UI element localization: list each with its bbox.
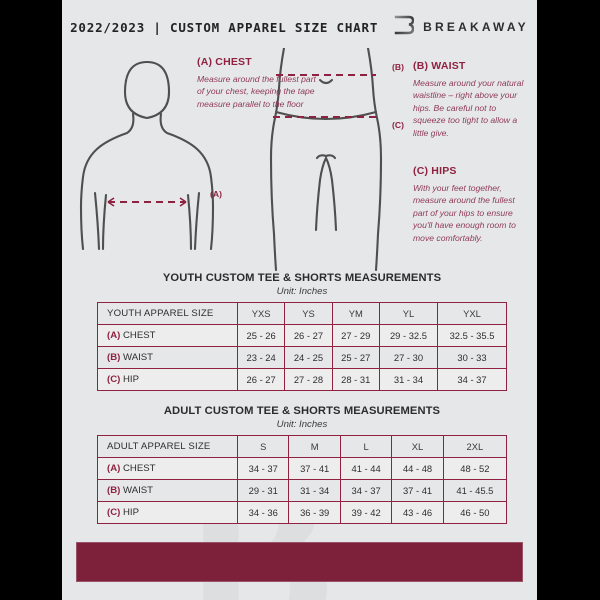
- measurement-cell: 27 - 30: [378, 346, 439, 369]
- measurement-cell: 43 - 46: [391, 501, 444, 524]
- row-label: (A) CHEST: [97, 324, 238, 347]
- measurement-cell: 34 - 37: [437, 368, 507, 391]
- hips-marker-label: (C): [392, 120, 404, 130]
- measurement-cell: 25 - 26: [236, 324, 286, 347]
- chest-measure-line: [107, 197, 187, 207]
- measurement-cell: 23 - 24: [236, 346, 286, 369]
- bottom-banner: [76, 542, 523, 582]
- measurement-cell: 37 - 41: [391, 479, 444, 502]
- measurement-cell: 29 - 31: [236, 479, 290, 502]
- row-label: (C) HIP: [97, 501, 238, 524]
- measurement-cell: 32.5 - 35.5: [437, 324, 507, 347]
- row-label: (B) WAIST: [97, 479, 238, 502]
- row-marker: (A): [107, 330, 121, 341]
- row-marker: (A): [107, 463, 121, 474]
- measurement-cell: 34 - 37: [339, 479, 393, 502]
- measurement-cell: 26 - 27: [284, 324, 333, 347]
- waist-note: (B) WAIST Measure around your natural wa…: [413, 60, 529, 139]
- waist-note-body: Measure around your natural waistline – …: [413, 78, 524, 138]
- youth-size-table: YOUTH APPAREL SIZE YXS YS YM YL YXL (A) CHEST 2…: [97, 302, 507, 391]
- row-label: (C) HIP: [97, 368, 238, 391]
- body-figures-illustration: [79, 48, 383, 272]
- table-header-cell: M: [288, 435, 341, 458]
- measurement-cell: 25 - 27: [331, 346, 380, 369]
- measurement-cell: 46 - 50: [442, 501, 508, 524]
- breakaway-b-monogram-icon: [392, 14, 415, 40]
- measurement-cell: 29 - 32.5: [378, 324, 439, 347]
- hips-note-body: With your feet together, measure around …: [413, 183, 516, 243]
- row-label: (B) WAIST: [97, 346, 238, 369]
- measurement-cell: 34 - 36: [236, 501, 290, 524]
- table-header-row: ADULT APPAREL SIZE S M L XL 2XL: [97, 435, 508, 458]
- table-header-size-label: YOUTH APPAREL SIZE: [97, 302, 238, 325]
- measurement-cell: 36 - 39: [288, 501, 341, 524]
- table-row: (B) WAIST 29 - 31 31 - 34 34 - 37 37 - 41 41 …: [97, 479, 508, 502]
- size-chart-page: B 2022/2023 | CUSTOM APPAREL SIZE CHART: [62, 0, 537, 600]
- brand-lockup: BREAKAWAY: [392, 14, 529, 40]
- adult-size-table: ADULT APPAREL SIZE S M L XL 2XL (A) CHEST 34 - …: [97, 435, 508, 524]
- adult-table-block: ADULT CUSTOM TEE & SHORTS MEASUREMENTS U…: [97, 405, 508, 524]
- table-header-cell: 2XL: [442, 435, 508, 458]
- measurement-cell: 34 - 37: [236, 457, 290, 480]
- hips-note: (C) HIPS With your feet together, measur…: [413, 165, 529, 244]
- table-header-row: YOUTH APPAREL SIZE YXS YS YM YL YXL: [97, 302, 507, 325]
- row-label: (A) CHEST: [97, 457, 238, 480]
- adult-table-unit: Unit: Inches: [276, 419, 328, 430]
- row-marker: (C): [107, 507, 121, 518]
- table-row: (B) WAIST 23 - 24 24 - 25 25 - 27 27 - 30 30 …: [97, 346, 507, 369]
- table-header-cell: YXL: [437, 302, 507, 325]
- table-row: (C) HIP 26 - 27 27 - 28 28 - 31 31 - 34 34 - …: [97, 368, 507, 391]
- chest-note-body: Measure around the fullest part of your …: [197, 74, 316, 109]
- table-header-cell: YL: [378, 302, 439, 325]
- chest-marker-label: (A): [210, 189, 222, 199]
- measurement-diagram: (A) (B) (C) (A) CHEST Measure around the…: [62, 48, 537, 274]
- youth-table-unit: Unit: Inches: [276, 286, 328, 297]
- measurement-cell: 39 - 42: [339, 501, 393, 524]
- table-header-cell: YM: [331, 302, 380, 325]
- row-marker: (B): [107, 352, 121, 363]
- measurement-cell: 31 - 34: [288, 479, 341, 502]
- table-row: (A) CHEST 25 - 26 26 - 27 27 - 29 29 - 32.5 3…: [97, 324, 507, 347]
- table-header-size-label: ADULT APPAREL SIZE: [97, 435, 238, 458]
- row-marker: (B): [107, 485, 121, 496]
- waist-marker-label: (B): [392, 62, 404, 72]
- measurement-cell: 37 - 41: [288, 457, 341, 480]
- measurement-cell: 24 - 25: [284, 346, 333, 369]
- measurement-cell: 31 - 34: [378, 368, 439, 391]
- waist-note-title: (B) WAIST: [413, 60, 466, 72]
- table-header-cell: XL: [391, 435, 444, 458]
- measurement-cell: 30 - 33: [437, 346, 507, 369]
- table-header-cell: S: [236, 435, 290, 458]
- chest-note-title: (A) CHEST: [197, 56, 252, 68]
- measurement-cell: 44 - 48: [391, 457, 444, 480]
- measurement-cell: 41 - 45.5: [442, 479, 508, 502]
- measurement-cell: 41 - 44: [339, 457, 393, 480]
- brand-name: BREAKAWAY: [423, 20, 529, 34]
- table-header-cell: YXS: [236, 302, 286, 325]
- youth-table-block: YOUTH CUSTOM TEE & SHORTS MEASUREMENTS U…: [97, 272, 507, 391]
- hips-note-title: (C) HIPS: [413, 165, 457, 177]
- row-marker: (C): [107, 374, 121, 385]
- measurement-cell: 27 - 29: [331, 324, 380, 347]
- measurement-cell: 28 - 31: [331, 368, 380, 391]
- table-header-cell: L: [339, 435, 393, 458]
- adult-table-title: ADULT CUSTOM TEE & SHORTS MEASUREMENTS: [163, 405, 441, 417]
- page-header: 2022/2023 | CUSTOM APPAREL SIZE CHART: [62, 14, 537, 40]
- youth-table-title: YOUTH CUSTOM TEE & SHORTS MEASUREMENTS: [162, 272, 442, 284]
- table-row: (A) CHEST 34 - 37 37 - 41 41 - 44 44 - 48 48 …: [97, 457, 508, 480]
- table-header-cell: YS: [284, 302, 333, 325]
- chest-note: (A) CHEST Measure around the fullest par…: [197, 56, 317, 110]
- table-row: (C) HIP 34 - 36 36 - 39 39 - 42 43 - 46 46 - …: [97, 501, 508, 524]
- measurement-cell: 27 - 28: [284, 368, 333, 391]
- page-title: 2022/2023 | CUSTOM APPAREL SIZE CHART: [70, 19, 379, 35]
- measurement-cell: 26 - 27: [236, 368, 286, 391]
- measurement-cell: 48 - 52: [442, 457, 508, 480]
